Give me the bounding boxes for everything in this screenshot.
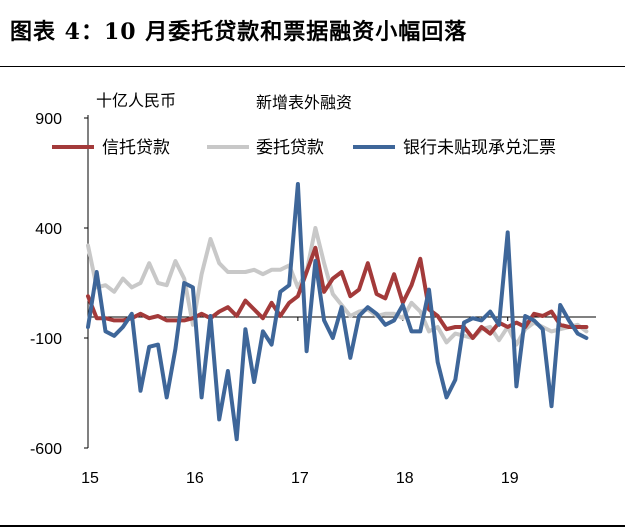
- series-line-1: [86, 226, 589, 347]
- x-tick-label: 15: [81, 470, 99, 487]
- legend-label: 信托贷款: [102, 138, 170, 158]
- y-tick-label: -600: [30, 441, 62, 458]
- x-tick-label: 16: [186, 470, 204, 487]
- y-tick-label: 400: [35, 221, 62, 238]
- chart-title-header: 图表 4：10 月委托贷款和票据融资小幅回落: [10, 19, 468, 45]
- x-tick-label: 18: [396, 470, 414, 487]
- series-line-2: [86, 182, 589, 442]
- y-tick-label: -100: [30, 331, 62, 348]
- series-line-0: [86, 245, 589, 340]
- legend-label: 委托贷款: [256, 138, 324, 158]
- legend-label: 银行未贴现承兑汇票: [403, 138, 556, 158]
- footer-rule: [0, 525, 625, 527]
- chart-inner-title: 新增表外融资: [256, 93, 352, 112]
- header-rule: [0, 66, 625, 67]
- x-tick-label: 19: [501, 470, 519, 487]
- y-axis-label: 十亿人民币: [96, 91, 176, 110]
- x-tick-label: 17: [291, 470, 309, 487]
- y-tick-label: 900: [35, 111, 62, 128]
